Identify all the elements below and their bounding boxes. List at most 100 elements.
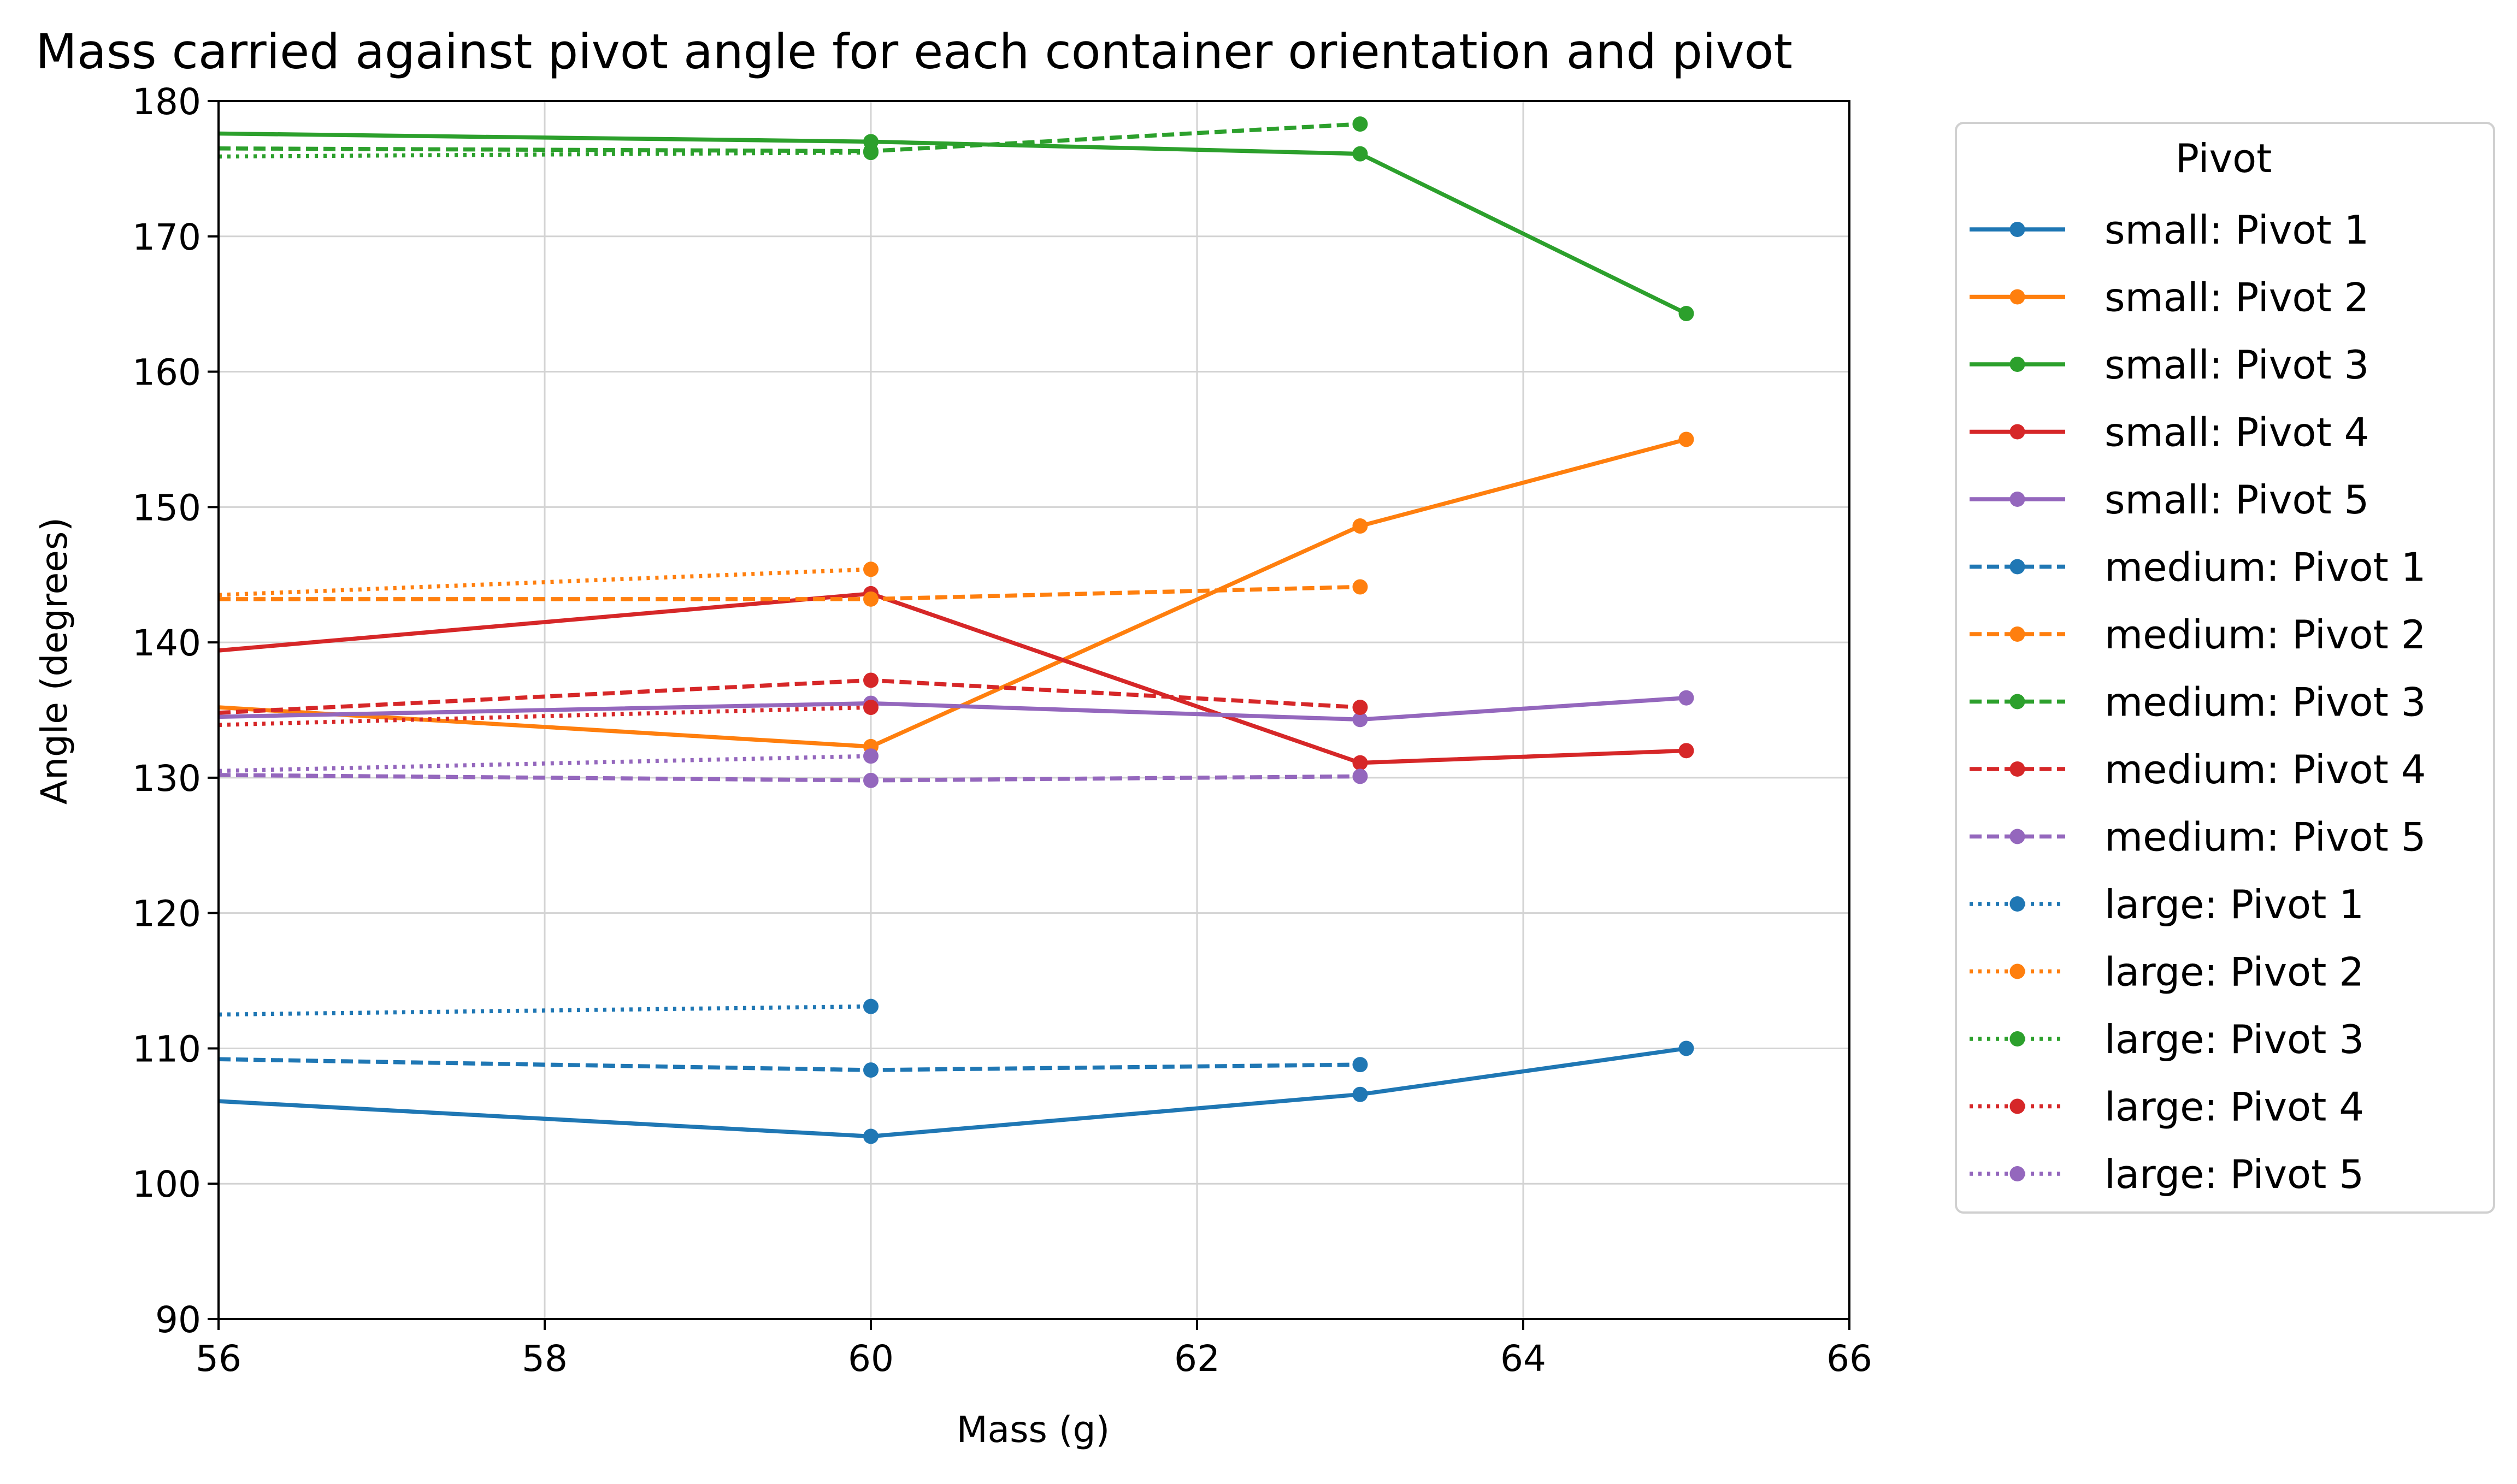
- data-point: [1678, 431, 1694, 447]
- legend-label: small: Pivot 5: [2105, 477, 2369, 523]
- legend-label: large: Pivot 3: [2105, 1016, 2364, 1062]
- data-point: [1678, 690, 1694, 706]
- legend-label: medium: Pivot 1: [2105, 545, 2426, 590]
- legend-marker: [2009, 963, 2025, 979]
- legend-entry: large: Pivot 2: [1970, 949, 2364, 995]
- legend-title: Pivot: [2176, 135, 2272, 181]
- data-point: [863, 145, 879, 161]
- x-tick-label: 66: [1826, 1338, 1872, 1380]
- series-11: [218, 561, 879, 598]
- y-tick-label: 180: [132, 81, 201, 123]
- series-10: [218, 998, 879, 1017]
- data-point: [863, 772, 879, 788]
- data-point: [1678, 306, 1694, 322]
- legend-entry: medium: Pivot 4: [1970, 747, 2426, 793]
- x-tick-label: 58: [522, 1338, 568, 1380]
- axis-ticks: 56 58 60 62 64 66 90 100 110 120 130 140 150 160 170 18…: [132, 81, 1872, 1380]
- data-point: [1352, 700, 1368, 716]
- data-point: [1352, 518, 1368, 534]
- y-tick-label: 100: [132, 1163, 201, 1205]
- legend-label: small: Pivot 1: [2105, 207, 2369, 253]
- legend-marker: [2009, 1031, 2025, 1047]
- legend-label: small: Pivot 4: [2105, 410, 2369, 456]
- legend-label: large: Pivot 4: [2105, 1084, 2364, 1130]
- data-point: [863, 591, 879, 607]
- legend-label: medium: Pivot 2: [2105, 612, 2426, 658]
- data-point: [863, 561, 879, 577]
- legend-label: large: Pivot 1: [2105, 882, 2364, 927]
- data-point: [1678, 743, 1694, 759]
- y-axis-label: Angle (degrees): [33, 517, 75, 805]
- series-5: [218, 1057, 1368, 1078]
- data-point: [1352, 579, 1368, 595]
- y-tick-label: 160: [132, 352, 201, 394]
- legend-entry: medium: Pivot 1: [1970, 545, 2426, 590]
- series-line: [218, 567, 871, 598]
- series-line: [218, 150, 871, 159]
- series-line: [218, 592, 1687, 765]
- data-point: [1352, 116, 1368, 132]
- data-point: [1352, 712, 1368, 728]
- x-tick-label: 62: [1174, 1338, 1220, 1380]
- legend-entry: large: Pivot 5: [1970, 1151, 2364, 1197]
- legend-marker: [2009, 289, 2025, 305]
- legend-entry: large: Pivot 1: [1970, 882, 2364, 927]
- legend-marker: [2009, 222, 2025, 237]
- legend-entry: large: Pivot 3: [1970, 1016, 2364, 1062]
- legend-marker: [2009, 1098, 2025, 1114]
- data-point: [863, 1128, 879, 1144]
- legend-entry: medium: Pivot 2: [1970, 612, 2426, 658]
- series-line: [218, 695, 1687, 722]
- series-line: [218, 1046, 1687, 1139]
- legend-box: [1955, 122, 2495, 1214]
- legend-label: large: Pivot 5: [2105, 1151, 2364, 1197]
- data-point: [863, 748, 879, 764]
- series-9: [218, 768, 1368, 788]
- series-6: [219, 579, 1368, 607]
- y-tick-label: 170: [132, 216, 201, 258]
- legend-label: medium: Pivot 5: [2105, 814, 2426, 860]
- y-tick-label: 130: [132, 758, 201, 800]
- legend-marker: [2009, 896, 2025, 912]
- legend-marker: [2009, 559, 2025, 575]
- data-point: [863, 998, 879, 1014]
- legend-entry: medium: Pivot 3: [1970, 679, 2426, 725]
- legend-marker: [2009, 829, 2025, 844]
- data-point: [1678, 1040, 1694, 1056]
- legend-label: small: Pivot 3: [2105, 342, 2369, 388]
- data-point: [1352, 755, 1368, 771]
- y-tick-label: 140: [132, 622, 201, 664]
- data-point: [863, 672, 879, 688]
- legend-marker: [2009, 1166, 2025, 1181]
- legend-marker: [2009, 694, 2025, 710]
- legend-label: medium: Pivot 4: [2105, 747, 2426, 793]
- data-point: [863, 1062, 879, 1078]
- legend-entry: small: Pivot 2: [1970, 275, 2369, 321]
- x-tick-label: 56: [196, 1338, 241, 1380]
- series-line: [218, 1004, 871, 1017]
- series-line: [218, 437, 1687, 749]
- series-line: [218, 131, 1688, 316]
- chart-title: Mass carried against pivot angle for eac…: [36, 23, 1793, 80]
- data-point: [1352, 768, 1368, 784]
- legend-entry: small: Pivot 4: [1970, 410, 2369, 456]
- data-point: [863, 700, 879, 716]
- x-axis-label: Mass (g): [957, 1409, 1110, 1451]
- legend-marker: [2009, 626, 2025, 642]
- series-14: [218, 748, 879, 773]
- legend-marker: [2009, 492, 2025, 507]
- legend-entry: small: Pivot 1: [1970, 207, 2369, 253]
- series-0: [218, 1040, 1694, 1144]
- data-point: [1352, 146, 1368, 162]
- legend-entry: small: Pivot 3: [1970, 342, 2369, 388]
- y-tick-label: 150: [132, 487, 201, 529]
- series-1: [218, 431, 1694, 754]
- legend-marker: [2009, 761, 2025, 777]
- series-13: [218, 700, 879, 728]
- legend-label: medium: Pivot 3: [2105, 679, 2426, 725]
- legend-marker: [2009, 357, 2025, 372]
- y-tick-label: 120: [132, 893, 201, 935]
- legend-entry: small: Pivot 5: [1970, 477, 2369, 523]
- series-line: [218, 754, 871, 773]
